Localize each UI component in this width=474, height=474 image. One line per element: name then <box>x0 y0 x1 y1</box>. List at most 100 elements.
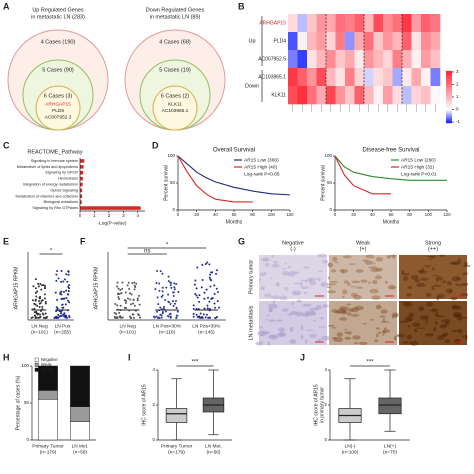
dot <box>116 281 119 284</box>
y-axis-label: Percent survival <box>320 165 326 201</box>
colorbar-step <box>446 116 452 120</box>
dot <box>209 316 212 319</box>
row-label: LN metastasis <box>248 305 254 340</box>
x-tick-label: 4 <box>137 213 140 218</box>
dot <box>164 310 167 313</box>
heat-cell <box>316 50 327 69</box>
tissue-texture <box>344 329 348 331</box>
dot <box>134 285 137 288</box>
dot <box>131 282 134 285</box>
bar <box>80 159 85 163</box>
dot <box>118 292 121 295</box>
tissue-texture <box>373 263 377 265</box>
dot <box>123 306 126 309</box>
dot <box>174 302 177 305</box>
tissue-texture <box>402 302 413 307</box>
heat-cell <box>354 68 365 87</box>
tissue-texture <box>267 341 271 346</box>
heat-cell <box>392 68 403 87</box>
dot <box>194 279 197 282</box>
tissue-texture <box>272 300 276 304</box>
tissue-texture <box>322 304 330 308</box>
tissue-texture <box>410 274 419 280</box>
colorbar-step <box>446 104 452 107</box>
heat-cell <box>288 86 298 105</box>
dot <box>192 304 195 307</box>
dot <box>208 300 211 303</box>
tissue-texture <box>315 277 318 280</box>
category-label: LN Neg <box>120 323 137 329</box>
dot <box>55 279 58 282</box>
dot <box>55 310 58 313</box>
bar <box>80 182 83 187</box>
heat-cell <box>307 68 317 87</box>
y-tick-label: 2 <box>152 402 155 407</box>
tissue-texture <box>428 258 432 261</box>
dot <box>205 288 208 291</box>
dot <box>41 312 44 315</box>
dot <box>169 284 172 287</box>
dot <box>30 316 33 319</box>
gene-label: ARHGAP15 <box>45 101 71 107</box>
x-axis-label: Months <box>383 219 400 225</box>
heat-cell <box>392 50 403 69</box>
dot <box>58 310 61 313</box>
row-label: KLK11 <box>271 92 286 98</box>
heat-cell <box>411 68 422 87</box>
dot <box>161 286 164 289</box>
tissue-texture <box>392 315 395 319</box>
dot <box>167 293 170 296</box>
heat-cell <box>335 86 346 105</box>
heat-cell <box>383 50 393 69</box>
heat-cell <box>297 86 308 105</box>
tissue-texture <box>351 307 359 313</box>
dot <box>44 284 47 287</box>
n-label: (n=56) <box>73 449 87 455</box>
dot <box>65 273 68 276</box>
bar <box>80 170 84 175</box>
heat-cell <box>335 32 346 51</box>
x-tick-label: 80 <box>250 212 255 217</box>
dot <box>68 301 71 304</box>
tissue-texture <box>461 317 468 319</box>
dot <box>198 294 201 297</box>
gene-label: AC103965.1 <box>162 108 189 114</box>
dot <box>44 301 47 304</box>
dot <box>206 304 209 307</box>
dot <box>164 298 167 301</box>
category-label: LN(-) <box>345 443 356 449</box>
colorbar-step <box>446 83 452 86</box>
dot <box>116 304 119 307</box>
tissue-texture <box>339 268 349 273</box>
dot <box>196 315 199 318</box>
tissue-texture <box>409 340 419 346</box>
dot <box>56 298 59 301</box>
dot <box>34 303 37 306</box>
venn-ring-label: 4 Cases (190) <box>41 39 76 45</box>
dot <box>204 316 207 319</box>
tissue-texture <box>375 327 381 330</box>
tissue-texture <box>302 303 312 307</box>
dot <box>204 263 207 266</box>
dot <box>192 307 195 310</box>
category-label: LN Met. <box>72 443 89 449</box>
dot <box>36 290 39 293</box>
legend-label: Weak <box>41 362 53 367</box>
dot <box>162 307 165 310</box>
y-axis-label: ARHGAP15 RPKM <box>93 267 99 310</box>
dot <box>60 314 63 317</box>
colorbar-label: 2 <box>456 82 459 87</box>
dot <box>173 286 176 289</box>
heat-cell <box>335 14 346 33</box>
colorbar-step <box>446 100 452 103</box>
category-label: LN(+) <box>384 443 397 449</box>
chart-title: REACTOME_Pathway <box>27 149 82 155</box>
column-header: Negative <box>282 240 304 246</box>
tissue-texture <box>303 291 308 295</box>
panel-letter: I <box>128 352 131 362</box>
tissue-texture <box>326 283 337 286</box>
panel-letter: A <box>3 1 10 11</box>
heat-cell <box>326 68 336 87</box>
tissue-texture <box>289 326 294 332</box>
